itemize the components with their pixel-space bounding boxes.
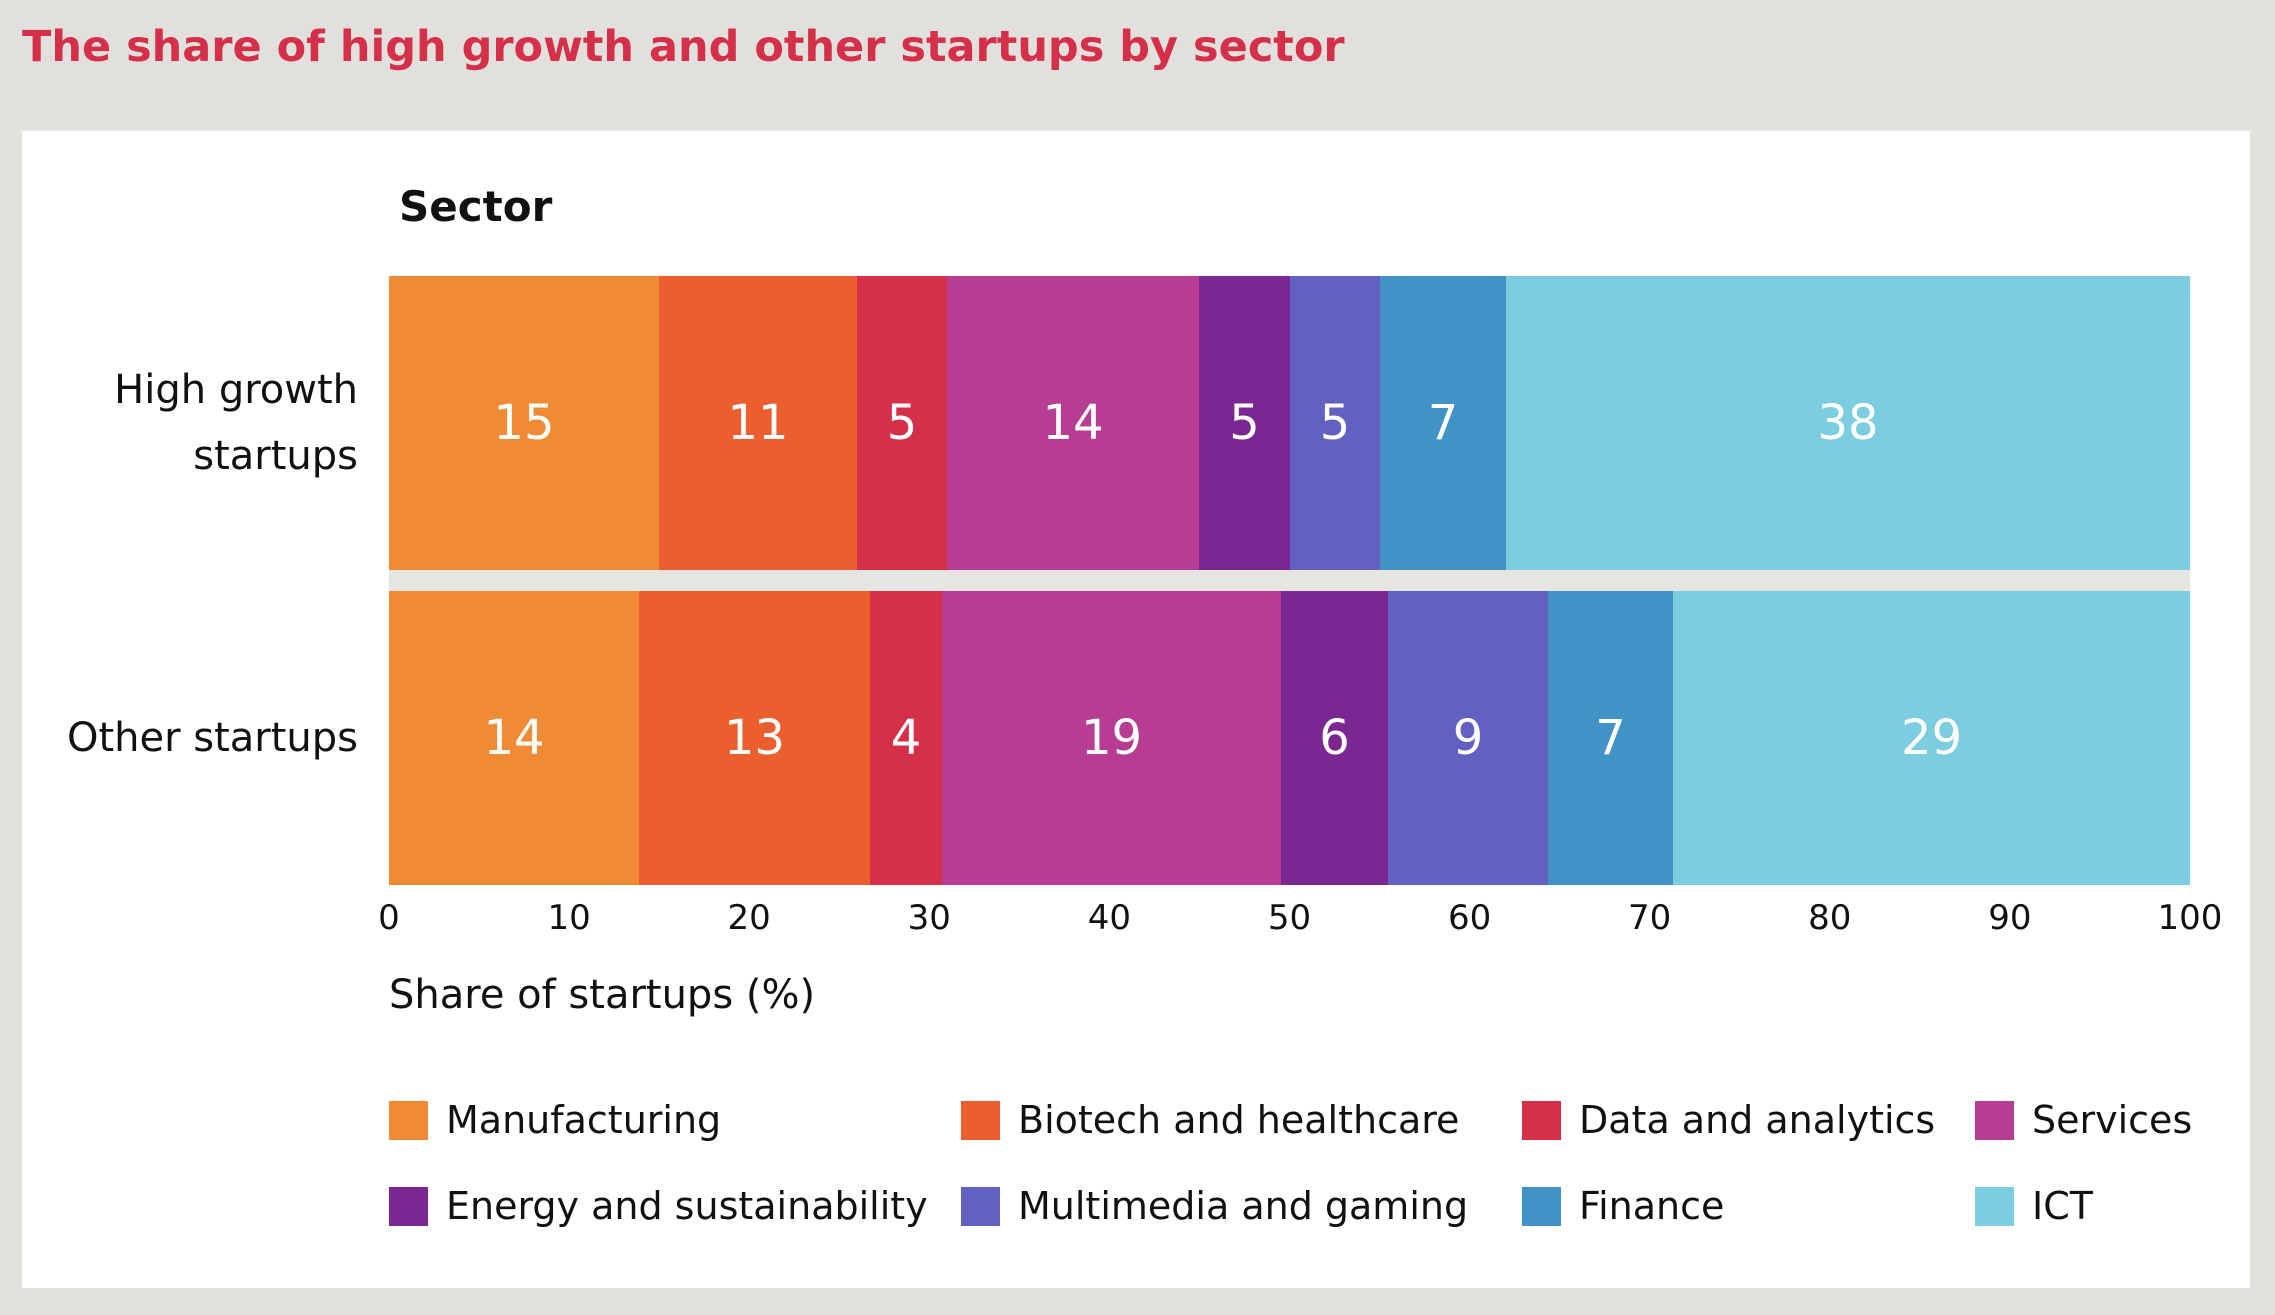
data-label: 7 xyxy=(1595,710,1626,766)
legend-swatch xyxy=(1975,1100,2014,1140)
legend-item: Finance xyxy=(1522,1184,1724,1228)
x-tick-label: 90 xyxy=(1988,898,2032,938)
bar-segment: 7 xyxy=(1380,276,1506,570)
bar-segment: 5 xyxy=(857,276,947,570)
x-tick-label: 60 xyxy=(1447,898,1492,938)
legend-item: Multimedia and gaming xyxy=(961,1184,1468,1228)
x-tick-label: 20 xyxy=(727,898,771,938)
legend-label: Energy and sustainability xyxy=(446,1184,928,1228)
bar-segment: 19 xyxy=(942,591,1281,885)
legend-item: Energy and sustainability xyxy=(389,1184,928,1228)
bar-segment: 15 xyxy=(389,276,659,570)
x-tick-label: 30 xyxy=(907,898,951,938)
legend-label: Manufacturing xyxy=(446,1098,722,1142)
legend-item: Biotech and healthcare xyxy=(961,1098,1459,1142)
legend-label: Services xyxy=(2032,1098,2193,1142)
x-tick-label: 0 xyxy=(378,898,400,938)
legend-label: Multimedia and gaming xyxy=(1018,1184,1469,1228)
bar-segment: 4 xyxy=(870,591,942,885)
data-label: 4 xyxy=(890,710,922,766)
data-label: 5 xyxy=(1229,395,1260,451)
legend-swatch xyxy=(1522,1186,1561,1226)
x-tick-label: 100 xyxy=(2157,898,2223,938)
data-label: 19 xyxy=(1080,710,1143,766)
legend-swatch xyxy=(1522,1100,1561,1140)
data-label: 38 xyxy=(1817,395,1879,451)
legend-label: Finance xyxy=(1579,1184,1725,1228)
x-tick-label: 70 xyxy=(1628,898,1672,938)
legend-label: ICT xyxy=(2032,1184,2093,1228)
data-label: 11 xyxy=(727,395,789,451)
x-tick-label: 80 xyxy=(1808,898,1852,938)
legend-label: Biotech and healthcare xyxy=(1018,1098,1460,1142)
chart-title: The share of high growth and other start… xyxy=(22,22,1345,72)
legend-swatch xyxy=(961,1186,1000,1226)
data-label: 14 xyxy=(1042,395,1104,451)
bar-segment: 14 xyxy=(947,276,1199,570)
bar-segment: 7 xyxy=(1548,591,1673,885)
x-axis-label: Share of startups (%) xyxy=(389,972,816,1018)
bar-segment: 11 xyxy=(659,276,857,570)
data-label: 6 xyxy=(1319,710,1350,766)
legend-label: Data and analytics xyxy=(1579,1098,1936,1142)
bar-segment: 38 xyxy=(1506,276,2190,570)
data-label: 5 xyxy=(886,395,918,451)
data-label: 29 xyxy=(1900,710,1963,766)
bar-segment: 5 xyxy=(1199,276,1290,570)
legend-swatch xyxy=(961,1100,1000,1140)
bar-separator xyxy=(389,570,2190,591)
bar-segment: 6 xyxy=(1281,591,1388,885)
data-label: 5 xyxy=(1319,395,1351,451)
data-label: 15 xyxy=(493,395,555,451)
legend-item: Manufacturing xyxy=(389,1098,721,1142)
data-label: 7 xyxy=(1427,395,1459,451)
legend-item: ICT xyxy=(1975,1184,2093,1228)
row-label-high-growth: High growth startups xyxy=(114,367,358,479)
row-label-other: Other startups xyxy=(66,715,358,761)
bar-segment: 13 xyxy=(639,591,870,885)
data-label: 9 xyxy=(1452,710,1484,766)
legend-item: Data and analytics xyxy=(1522,1098,1935,1142)
data-label: 13 xyxy=(723,710,786,766)
x-tick-label: 40 xyxy=(1087,898,1132,938)
bar-segment: 5 xyxy=(1290,276,1380,570)
legend-swatch xyxy=(389,1186,428,1226)
legend-swatch xyxy=(1975,1186,2014,1226)
bar-segment: 9 xyxy=(1388,591,1548,885)
x-tick-label: 10 xyxy=(547,898,591,938)
legend-item: Services xyxy=(1975,1098,2192,1142)
legend-swatch xyxy=(389,1100,428,1140)
bar-segment: 29 xyxy=(1673,591,2190,885)
legend-title: Sector xyxy=(399,182,553,231)
bar-segment: 14 xyxy=(389,591,639,885)
x-tick-label: 50 xyxy=(1267,898,1312,938)
data-label: 14 xyxy=(483,710,545,766)
